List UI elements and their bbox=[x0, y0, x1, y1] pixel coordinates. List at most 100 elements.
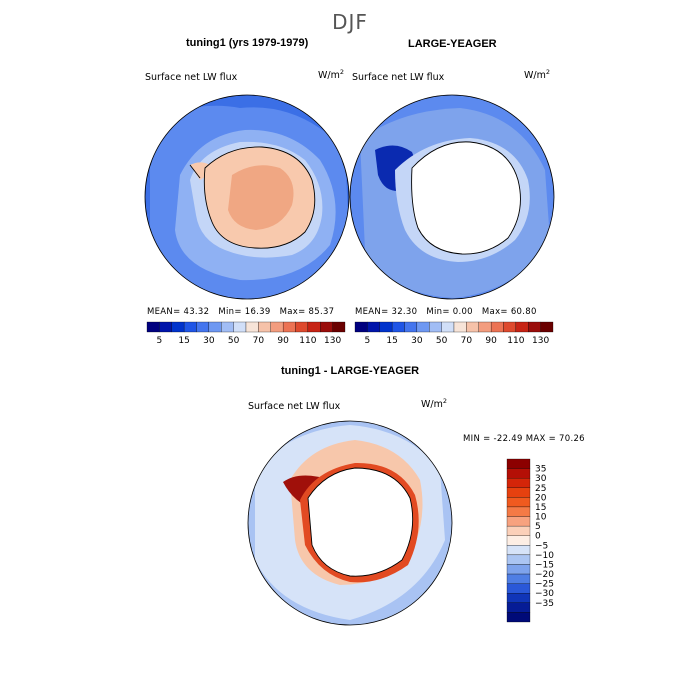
colorbar-right-tick-label: 15 bbox=[386, 336, 397, 346]
colorbar-left-swatch bbox=[282, 321, 296, 333]
colorbar-right-swatch bbox=[490, 321, 504, 333]
colorbar-right-swatch bbox=[429, 321, 442, 333]
colorbar-right-swatch bbox=[354, 321, 368, 333]
stats-diff: MIN = -22.49 MAX = 70.26 bbox=[463, 434, 585, 444]
colorbar-left: 5 15 30 50 70 90 110 130 bbox=[146, 321, 346, 346]
map-left bbox=[145, 95, 349, 299]
colorbar-diff-swatch bbox=[506, 506, 531, 517]
coastline-right bbox=[411, 141, 521, 255]
colorbar-left-tick-label: 70 bbox=[253, 336, 265, 346]
colorbar-diff-swatch bbox=[506, 468, 531, 479]
stats-max-left: Max= 85.37 bbox=[279, 307, 335, 317]
colorbar-diff-swatch bbox=[506, 573, 531, 584]
colorbar-diff-swatch bbox=[506, 516, 531, 527]
colorbar-diff-swatch bbox=[506, 497, 531, 508]
units-label-left: W/m2 bbox=[318, 68, 344, 82]
colorbar-left-tick-label: 50 bbox=[228, 336, 240, 346]
colorbar-left-swatch bbox=[233, 321, 247, 333]
colorbar-diff-tick-label: −10 bbox=[535, 551, 554, 561]
colorbar-right-swatch bbox=[379, 321, 393, 333]
colorbar-left-swatch bbox=[320, 321, 333, 333]
colorbar-diff-swatch bbox=[506, 458, 531, 469]
colorbar-diff-swatch bbox=[506, 583, 531, 594]
coastline-left bbox=[189, 146, 316, 249]
colorbar-diff-tick-label: 0 bbox=[535, 532, 541, 542]
colorbar-left-swatch bbox=[159, 321, 172, 333]
colorbar-diff-tick-label: 10 bbox=[535, 513, 547, 523]
colorbar-left-swatch bbox=[295, 321, 309, 333]
colorbar-left-swatch bbox=[245, 321, 259, 333]
colorbar-left-tick-label: 15 bbox=[178, 336, 189, 346]
season-title: DJF bbox=[332, 10, 368, 34]
colorbar-diff-tick-label: −25 bbox=[535, 580, 554, 590]
units-label-right: W/m2 bbox=[524, 68, 550, 82]
colorbar-left-tick-label: 30 bbox=[203, 336, 215, 346]
colorbar-diff-swatch bbox=[506, 554, 531, 565]
colorbar-diff-tick-label: −20 bbox=[535, 570, 554, 580]
colorbar-diff-tick-label: 15 bbox=[535, 503, 546, 513]
colorbar-diff-tick-label: 5 bbox=[535, 522, 541, 532]
land-white-right bbox=[411, 141, 521, 255]
colorbar-left-swatch bbox=[208, 321, 222, 333]
colorbar-left-swatch bbox=[270, 321, 284, 333]
map-border-diff bbox=[247, 420, 453, 626]
colorbar-diff-swatch bbox=[506, 535, 531, 546]
stats-mean-right: MEAN= 32.30 bbox=[355, 307, 418, 317]
colorbar-left-swatch bbox=[307, 321, 321, 333]
colorbar-left-tick-label: 90 bbox=[277, 336, 289, 346]
colorbar-right-tick-label: 30 bbox=[411, 336, 423, 346]
colorbar-left-tick-label: 130 bbox=[324, 336, 341, 346]
stats-min-left: Min= 16.39 bbox=[218, 307, 271, 317]
colorbar-right-tick-label: 130 bbox=[532, 336, 549, 346]
colorbar-left-swatch bbox=[332, 321, 346, 333]
colorbar-right-swatch bbox=[478, 321, 492, 333]
colorbar-right-tick-label: 5 bbox=[365, 336, 371, 346]
colorbar-right-swatch bbox=[404, 321, 418, 333]
variable-label-right: Surface net LW flux bbox=[352, 72, 445, 83]
colorbar-diff-tick-label: 20 bbox=[535, 493, 547, 503]
colorbar-right-swatch bbox=[367, 321, 380, 333]
colorbar-right-swatch bbox=[515, 321, 529, 333]
colorbar-diff-swatch bbox=[506, 487, 531, 498]
colorbar-diff-tick-label: 35 bbox=[535, 465, 546, 475]
colorbar-diff-tick-label: −15 bbox=[535, 560, 554, 570]
units-label-diff: W/m2 bbox=[421, 397, 447, 411]
colorbar-right-swatch bbox=[528, 321, 541, 333]
colorbar-diff-swatch bbox=[506, 612, 531, 623]
colorbar-right-swatch bbox=[391, 321, 405, 333]
colorbar-left-swatch bbox=[221, 321, 234, 333]
colorbar-diff-tick-label: −35 bbox=[535, 599, 554, 609]
colorbar-diff-swatch bbox=[506, 602, 531, 613]
colorbar-diff-swatch bbox=[506, 545, 531, 556]
colorbar-right-swatch bbox=[466, 321, 479, 333]
colorbar-right-swatch bbox=[540, 321, 554, 333]
colorbar-left-swatch bbox=[183, 321, 197, 333]
stats-left: MEAN= 43.32 Min= 16.39 Max= 85.37 bbox=[147, 307, 334, 317]
colorbar-diff-tick-label: −30 bbox=[535, 589, 554, 599]
colorbar-right-tick-label: 70 bbox=[461, 336, 473, 346]
variable-label-left: Surface net LW flux bbox=[145, 72, 238, 83]
colorbar-diff-tick-label: 30 bbox=[535, 474, 547, 484]
stats-min-right: Min= 0.00 bbox=[426, 307, 473, 317]
colorbar-left-swatch bbox=[146, 321, 160, 333]
colorbar-right-tick-label: 110 bbox=[507, 336, 524, 346]
colorbar-right-swatch bbox=[503, 321, 517, 333]
colorbar-left-swatch bbox=[171, 321, 185, 333]
coastline-diff bbox=[307, 467, 414, 577]
colorbar-right-swatch bbox=[416, 321, 430, 333]
colorbar-diff-swatch bbox=[506, 564, 531, 575]
panel-title-diff: tuning1 - LARGE-YEAGER bbox=[281, 365, 420, 377]
panel-title-left: tuning1 (yrs 1979-1979) bbox=[186, 37, 309, 49]
colorbar-left-swatch bbox=[196, 321, 210, 333]
map-border-right bbox=[349, 94, 555, 300]
stats-right: MEAN= 32.30 Min= 0.00 Max= 60.80 bbox=[355, 307, 537, 317]
panel-title-right: LARGE-YEAGER bbox=[408, 38, 497, 50]
map-diff bbox=[248, 421, 452, 625]
colorbar-left-swatch bbox=[258, 321, 271, 333]
colorbar-diff-tick-label: −5 bbox=[535, 541, 548, 551]
colorbar-right-swatch bbox=[441, 321, 455, 333]
stats-max-right: Max= 60.80 bbox=[481, 307, 537, 317]
colorbar-diff-swatch bbox=[506, 478, 531, 488]
land-white-diff bbox=[308, 468, 413, 577]
